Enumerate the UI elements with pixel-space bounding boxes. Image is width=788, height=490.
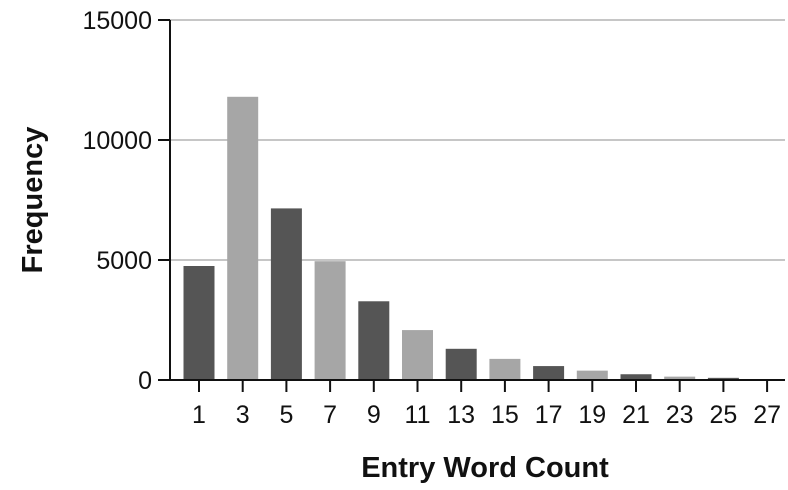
y-tick-label: 10000 bbox=[82, 127, 152, 155]
y-tick-label: 5000 bbox=[96, 247, 152, 275]
x-tick-label: 27 bbox=[753, 401, 781, 429]
bar bbox=[270, 208, 302, 380]
x-tick-label: 3 bbox=[236, 401, 250, 429]
x-tick-label: 23 bbox=[666, 401, 694, 429]
x-tick-label: 1 bbox=[192, 401, 206, 429]
x-axis-title: Entry Word Count bbox=[361, 452, 609, 484]
bar bbox=[533, 366, 565, 380]
y-axis-ticks: 0 5000 10000 15000 bbox=[82, 7, 170, 395]
x-tick-label: 15 bbox=[491, 401, 519, 429]
bar bbox=[183, 266, 215, 380]
bar bbox=[489, 358, 521, 380]
x-tick-label: 7 bbox=[323, 401, 337, 429]
bar bbox=[402, 330, 433, 380]
bar bbox=[620, 374, 652, 380]
x-tick-label: 5 bbox=[279, 401, 293, 429]
bar bbox=[445, 348, 477, 380]
x-axis-ticks: 1 3 5 7 9 11 13 15 17 19 21 23 25 27 bbox=[192, 380, 781, 429]
y-axis-title: Frequency bbox=[17, 127, 49, 274]
x-tick-label: 25 bbox=[709, 401, 737, 429]
y-tick-label: 15000 bbox=[82, 7, 152, 35]
bars bbox=[183, 96, 783, 381]
bar bbox=[227, 96, 259, 381]
x-tick-label: 19 bbox=[578, 401, 606, 429]
y-tick-label: 0 bbox=[138, 367, 152, 395]
x-tick-label: 21 bbox=[622, 401, 650, 429]
bar bbox=[358, 301, 390, 380]
bar bbox=[576, 370, 608, 380]
bar bbox=[664, 376, 696, 380]
x-tick-label: 17 bbox=[535, 401, 563, 429]
bar bbox=[707, 377, 739, 380]
gridlines bbox=[170, 19, 785, 261]
axes bbox=[169, 20, 785, 381]
x-tick-label: 9 bbox=[367, 401, 381, 429]
x-tick-label: 11 bbox=[405, 401, 431, 429]
bar bbox=[314, 261, 346, 380]
x-tick-label: 13 bbox=[447, 401, 475, 429]
